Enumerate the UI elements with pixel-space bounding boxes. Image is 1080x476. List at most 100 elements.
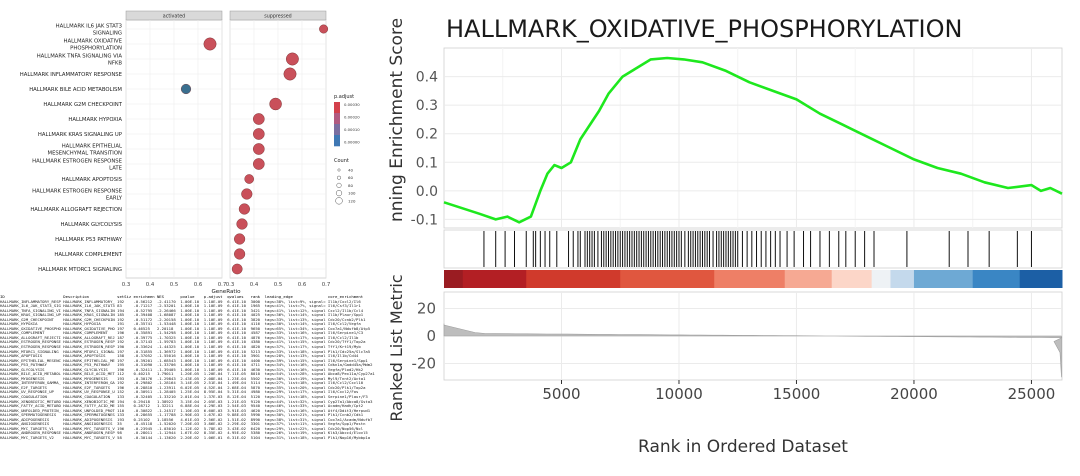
category-label: HALLMARK ESTROGEN RESPONSE (32, 159, 123, 165)
x-tick-label: 15000 (773, 385, 821, 403)
x-tick-label: 0.6 (298, 282, 307, 288)
data-point (203, 37, 217, 51)
es-panel (443, 47, 1063, 229)
table-row: HALLMARK_INFLAMMATORY_RESP HALLMARK_INFL… (0, 299, 375, 304)
color-legend-label: 0.00010 (344, 127, 360, 132)
color-legend-swatch (334, 102, 340, 114)
category-label: HALLMARK GLYCOLYSIS (61, 222, 123, 228)
category-label: HALLMARK MTORC1 SIGNALING (38, 267, 122, 273)
table-row: HALLMARK_MYC_TARGETS_V2 HALLMARK_MYC_TAR… (0, 435, 375, 440)
category-label: HALLMARK IL6 JAK STAT3 (56, 24, 122, 30)
es-y-tick-label: 0.1 (416, 155, 438, 171)
data-point (253, 113, 265, 125)
x-tick-label: 0.7 (322, 282, 331, 288)
size-legend-label: 60 (348, 175, 353, 180)
category-label: HALLMARK KRAS SIGNALING UP (38, 132, 123, 138)
table-row: HALLMARK_HYPOXIA HALLMARK_HYPOXIA 191 -0… (0, 322, 375, 327)
x-tick-label: 0.3 (122, 282, 131, 288)
category-label: HALLMARK BILE ACID METABOLISM (29, 87, 122, 93)
x-tick-label: 0.4 (146, 282, 155, 288)
table-row: HALLMARK_INTERFERON_GAMMA_ HALLMARK_INTE… (0, 381, 375, 386)
table-row: HALLMARK_ALLOGRAFT_REJECTI HALLMARK_ALLO… (0, 335, 375, 340)
table-row: HALLMARK_E2F_TARGETS HALLMARK_E2F_TARGET… (0, 385, 375, 390)
data-point (253, 128, 265, 140)
chart-title: HALLMARK_OXIDATIVE_PHOSPHORYLATION (446, 15, 962, 43)
colorbar-segment (871, 270, 891, 288)
size-legend-circle (337, 168, 341, 172)
category-label: HALLMARK APOPTOSIS (62, 177, 123, 183)
metric-y-tick-label: 0 (426, 327, 436, 345)
category-label: EARLY (106, 195, 123, 201)
table-row: HALLMARK_ADIPOGENESIS HALLMARK_ADIPOGENE… (0, 417, 375, 422)
data-point (269, 97, 282, 111)
category-label: HALLMARK ALLOGRAFT REJECTION (30, 207, 122, 213)
dotplot-chart: activated 0.3 0.4 0.5 0.6 0.7 suppressed 0.3 0.4… (20, 10, 360, 295)
size-legend-label: 100 (348, 191, 356, 196)
x-tick-label: 0.6 (194, 282, 203, 288)
table-row: HALLMARK_UNFOLDED_PROTEIN_ HALLMARK_UNFO… (0, 408, 375, 413)
color-legend-label: 0.00030 (344, 102, 360, 107)
category-label: HALLMARK COMPLEMENT (54, 252, 122, 258)
table-row: HALLMARK_COMPLEMENT HALLMARK_COMPLEMENT … (0, 331, 375, 336)
size-legend-title: Count (334, 158, 349, 164)
size-legend-circle (335, 197, 343, 205)
es-y-tick-label: 0.3 (416, 98, 438, 114)
data-point (253, 143, 265, 155)
es-y-tick-label: 0.4 (416, 70, 438, 86)
table-row: HALLMARK_MYOGENESIS HALLMARK_MYOGENESIS … (0, 376, 375, 381)
colorbar-segment (1019, 270, 1063, 288)
data-point (283, 67, 297, 81)
metric-area (443, 323, 1063, 378)
table-row: HALLMARK_SPERMATOGENESIS HALLMARK_SPERMA… (0, 413, 375, 418)
size-legend-label: 120 (348, 198, 356, 203)
colorbar-segment (462, 270, 527, 288)
colorbar-segment (890, 270, 915, 288)
x-tick-label: 5000 (542, 385, 580, 403)
category-label: HALLMARK P53 PATHWAY (55, 237, 123, 243)
table-row: HALLMARK_TNFA_SIGNALING_VI HALLMARK_TNFA… (0, 308, 375, 313)
colorbar-segment (714, 270, 786, 288)
gsea-chart: HALLMARK_OXIDATIVE_PHOSPHORYLATION 0.4 0.3… (387, 15, 1063, 457)
color-legend-swatch (334, 124, 340, 136)
size-legend-circle (335, 190, 343, 197)
category-label: SIGNALING (93, 30, 122, 36)
x-tick-label: 0.4 (250, 282, 259, 288)
table-row: HALLMARK_XENOBIOTIC_METABO HALLMARK_XENO… (0, 399, 375, 404)
color-legend-label: 0.00020 (344, 115, 360, 120)
data-point (231, 263, 243, 275)
metric-y-tick-label: 20 (417, 300, 436, 318)
data-point (180, 83, 192, 95)
data-point (319, 24, 329, 34)
table-header: ID Description setSiz enrichmen NES pval… (0, 295, 375, 299)
data-point (241, 188, 253, 200)
data-point (285, 52, 299, 66)
category-label: NFKB (108, 60, 122, 66)
colorbar-segment (913, 270, 974, 288)
x-tick-label: 20000 (890, 385, 938, 403)
data-point (238, 203, 250, 215)
table-row: HALLMARK_BILE_ACID_METABOL HALLMARK_BILE… (0, 372, 375, 377)
color-legend-title: p.adjust (334, 94, 354, 100)
category-label: HALLMARK ESTROGEN RESPONSE (32, 189, 123, 195)
es-line (443, 56, 1063, 224)
table-row: HALLMARK_UV_RESPONSE_UP HALLMARK_UV_RESP… (0, 390, 375, 395)
facet-label-suppressed: suppressed (264, 14, 291, 20)
color-legend-swatch (334, 113, 340, 125)
category-label: HALLMARK EPITHELIAL (62, 144, 122, 150)
x-tick-label: 0.5 (274, 282, 283, 288)
category-label: PHOSPHORYLATION (70, 45, 122, 51)
facet-label-activated: activated (163, 14, 185, 20)
gsea-panel: HALLMARK_OXIDATIVE_PHOSPHORYLATION 0.4 0.3… (378, 0, 1080, 472)
color-legend-label: 0.00000 (344, 140, 360, 145)
size-legend-label: 80 (348, 183, 353, 188)
table-row: HALLMARK_EPITHELIAL_MESENC HALLMARK_EPIT… (0, 358, 375, 363)
x-axis-label: Rank in Ordered Dataset (638, 437, 848, 457)
es-y-tick-label: 0.2 (416, 127, 438, 143)
category-label: LATE (109, 165, 123, 171)
x-tick-label: 25000 (1008, 385, 1056, 403)
metric-y-axis-label: Ranked List Metric (387, 274, 406, 421)
data-point (244, 174, 254, 184)
es-y-axis-label: nning Enrichment Score (387, 18, 407, 222)
table-row: HALLMARK_FATTY_ACID_METABO HALLMARK_FATT… (0, 404, 375, 409)
size-legend-circle (337, 175, 341, 180)
